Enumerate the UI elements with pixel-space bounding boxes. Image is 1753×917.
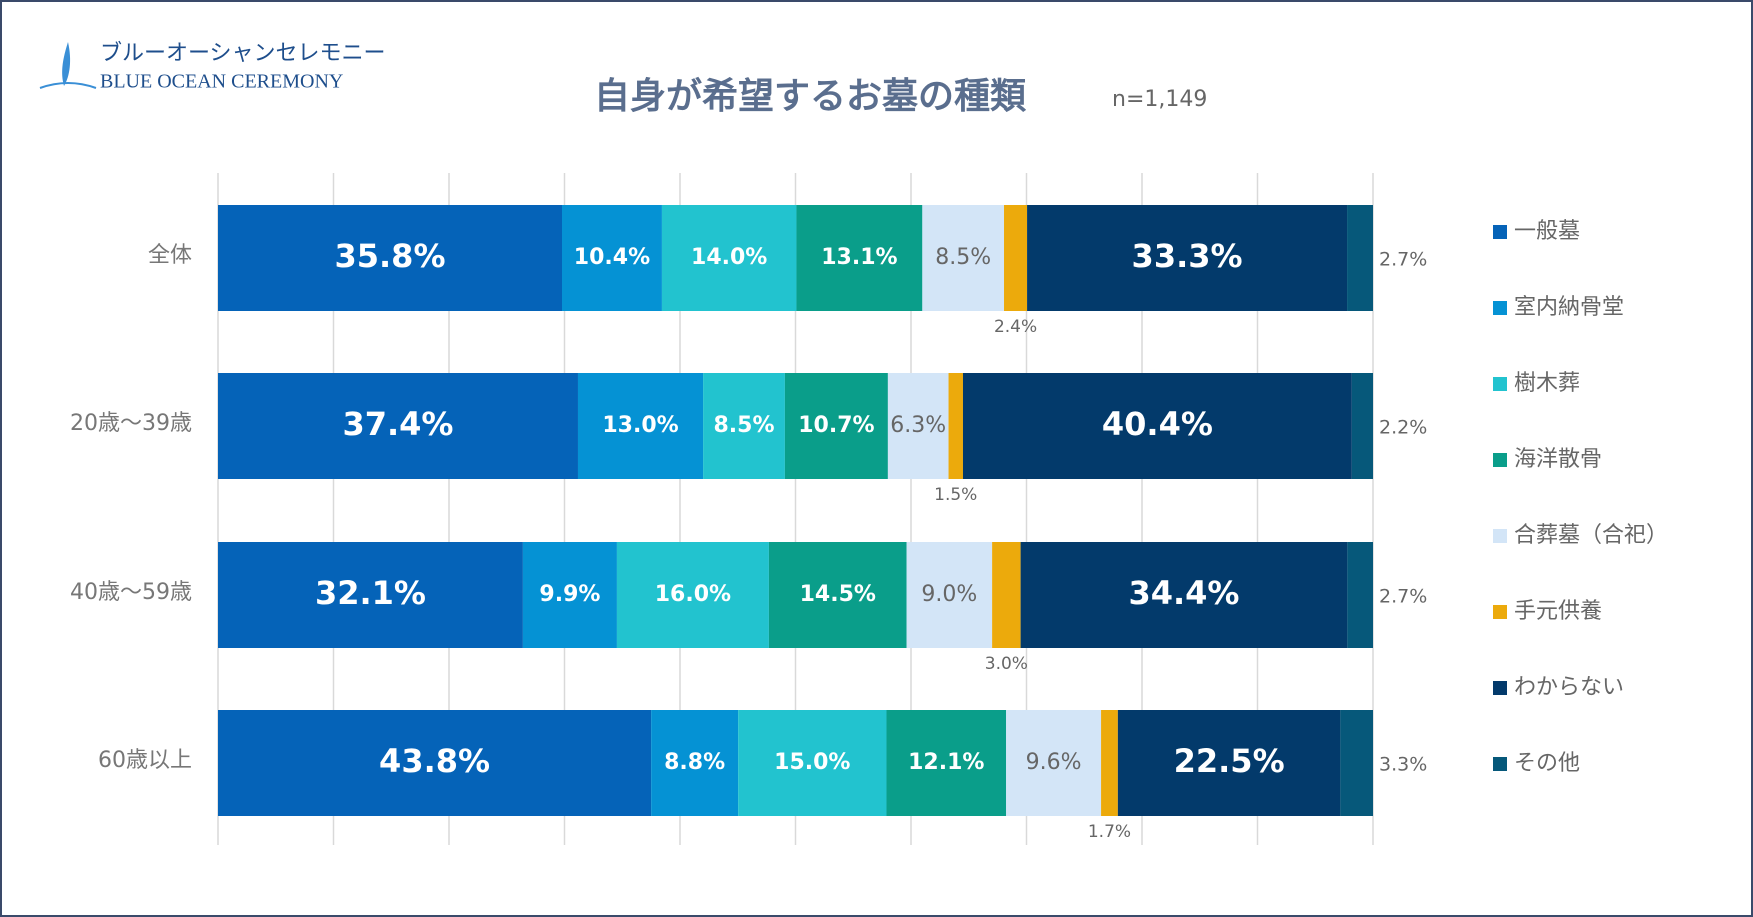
data-label: 10.7%: [798, 413, 874, 438]
legend-label: 樹木葬: [1514, 371, 1580, 396]
bar-segment: [906, 542, 993, 648]
bar-segment: [651, 710, 739, 816]
data-label: 43.8%: [379, 742, 490, 780]
legend-swatch: [1493, 225, 1507, 239]
bar-segment: [1027, 205, 1348, 311]
data-label: 3.0%: [985, 654, 1028, 674]
bar-segment: [922, 205, 1005, 311]
legend-label: 合葬墓（合祀）: [1514, 523, 1668, 548]
bar-segment: [887, 373, 949, 479]
y-tick-label: 60歳以上: [98, 748, 192, 773]
data-label: 2.2%: [1379, 417, 1427, 439]
bar-segment: [962, 373, 1352, 479]
logo: ブルーオーシャンセレモニー BLUE OCEAN CEREMONY: [39, 41, 386, 93]
chart-subtitle: n=1,149: [1112, 87, 1207, 112]
data-label: 8.5%: [935, 245, 991, 270]
data-label: 2.7%: [1379, 586, 1427, 608]
data-label: 33.3%: [1132, 237, 1243, 275]
bar-segment: [886, 710, 1007, 816]
bar-segment: [768, 542, 907, 648]
bar-segment: [1347, 205, 1373, 311]
legend-label: その他: [1514, 751, 1580, 776]
legend-label: 室内納骨堂: [1514, 295, 1624, 320]
data-label: 14.5%: [800, 582, 876, 607]
data-label: 16.0%: [655, 582, 731, 607]
data-label: 8.8%: [664, 750, 725, 775]
bar-segment: [1101, 710, 1118, 816]
data-label: 13.1%: [821, 245, 897, 270]
bar-segment: [784, 373, 888, 479]
bar-segment: [661, 205, 797, 311]
bar-segment: [562, 205, 662, 311]
legend-swatch: [1493, 605, 1507, 619]
data-label: 12.1%: [908, 750, 984, 775]
bar-segment: [1340, 710, 1373, 816]
data-label: 14.0%: [691, 245, 767, 270]
logo-name-ja: ブルーオーシャンセレモニー: [100, 41, 386, 66]
bar-segment: [948, 373, 963, 479]
data-label: 40.4%: [1102, 405, 1213, 443]
bar-segment: [1004, 205, 1028, 311]
bar-segment: [218, 373, 578, 479]
data-label: 1.5%: [934, 485, 977, 505]
legend-swatch: [1493, 453, 1507, 467]
data-label: 9.0%: [921, 582, 977, 607]
legend-label: 海洋散骨: [1514, 447, 1602, 472]
data-label: 2.4%: [994, 317, 1037, 337]
y-tick-label: 20歳～39歳: [70, 411, 192, 436]
data-label: 10.4%: [574, 245, 650, 270]
legend-label: わからない: [1514, 675, 1624, 700]
bar-segment: [616, 542, 769, 648]
data-label: 1.7%: [1088, 822, 1131, 842]
bar-segment: [992, 542, 1021, 648]
chart-title: 自身が希望するお墓の種類: [594, 76, 1027, 117]
bar-segment: [522, 542, 617, 648]
data-label: 15.0%: [774, 750, 850, 775]
bar-segment: [577, 373, 704, 479]
bar-segment: [1020, 542, 1348, 648]
legend-swatch: [1493, 529, 1507, 543]
bar-segment: [796, 205, 923, 311]
bar-segment: [738, 710, 887, 816]
legend-label: 手元供養: [1514, 599, 1602, 624]
bar-segment: [1351, 373, 1373, 479]
data-label: 8.5%: [713, 413, 774, 438]
legend-swatch: [1493, 681, 1507, 695]
data-label: 32.1%: [315, 574, 426, 612]
legend-swatch: [1493, 377, 1507, 391]
data-label: 22.5%: [1174, 742, 1285, 780]
data-label: 35.8%: [334, 237, 445, 275]
bar-segment: [218, 542, 523, 648]
data-label: 3.3%: [1379, 754, 1427, 776]
legend-label: 一般墓: [1514, 219, 1580, 244]
data-label: 9.9%: [539, 582, 600, 607]
bar-segment: [1006, 710, 1102, 816]
legend-swatch: [1493, 757, 1507, 771]
logo-wave: [39, 82, 97, 89]
bar-segment: [1347, 542, 1373, 648]
y-tick-label: 全体: [148, 243, 192, 268]
data-label: 9.6%: [1026, 750, 1082, 775]
data-label: 34.4%: [1128, 574, 1239, 612]
legend-swatch: [1493, 301, 1507, 315]
bar-segment: [1117, 710, 1341, 816]
data-label: 37.4%: [342, 405, 453, 443]
bar-segment: [218, 710, 652, 816]
bar-segment: [218, 205, 563, 311]
bar-segment: [703, 373, 785, 479]
data-label: 2.7%: [1379, 249, 1427, 271]
logo-drop: [62, 42, 71, 86]
y-tick-label: 40歳～59歳: [70, 580, 192, 605]
data-label: 13.0%: [602, 413, 678, 438]
logo-name-en: BLUE OCEAN CEREMONY: [100, 71, 343, 93]
data-label: 6.3%: [890, 413, 946, 438]
